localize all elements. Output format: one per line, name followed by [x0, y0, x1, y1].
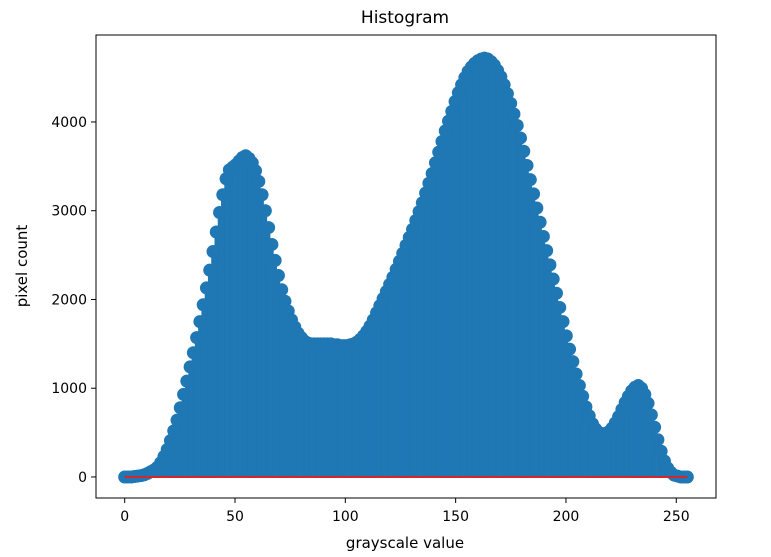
data-point-26 — [203, 263, 217, 277]
data-point-126 — [530, 201, 544, 215]
data-point-20 — [183, 360, 197, 374]
plot-frame — [95, 34, 717, 499]
data-point-22 — [190, 331, 204, 345]
y-axis-label: pixel count — [13, 225, 31, 308]
data-point-164 — [654, 444, 668, 458]
data-point-14 — [163, 434, 177, 448]
data-point-132 — [549, 286, 563, 300]
data-point-135 — [559, 329, 573, 343]
data-point-46 — [268, 253, 282, 267]
data-point-121 — [513, 131, 527, 145]
data-point-47 — [271, 269, 285, 283]
data-point-93 — [422, 176, 436, 190]
y-tick-label-1000: 1000 — [51, 381, 87, 397]
data-point-15 — [167, 424, 181, 438]
data-point-49 — [278, 294, 292, 308]
y-axis: 0 1000 2000 3000 4000 — [51, 115, 96, 486]
data-point-17 — [173, 401, 187, 415]
x-axis: 0 50 100 150 200 250 — [120, 498, 690, 525]
y-tick-label-4000: 4000 — [51, 115, 87, 131]
data-point-97 — [435, 134, 449, 148]
data-point-41 — [252, 174, 266, 188]
data-point-130 — [543, 258, 557, 272]
data-point-123 — [520, 158, 534, 172]
x-tick-label-0: 0 — [120, 509, 129, 525]
y-tick-label-0: 0 — [78, 470, 87, 486]
data-point-137 — [566, 355, 580, 369]
data-point-131 — [546, 272, 560, 286]
data-point-48 — [275, 283, 289, 297]
data-point-139 — [572, 379, 586, 393]
data-point-128 — [536, 229, 550, 243]
data-point-23 — [193, 315, 207, 329]
data-point-100 — [445, 104, 459, 118]
data-point-127 — [533, 215, 547, 229]
x-tick-label-100: 100 — [332, 509, 359, 525]
data-point-25 — [199, 281, 213, 295]
x-tick-label-150: 150 — [442, 509, 469, 525]
data-point-45 — [265, 237, 279, 251]
data-point-118 — [504, 96, 518, 110]
data-point-95 — [428, 156, 442, 170]
data-point-163 — [651, 433, 665, 447]
data-point-119 — [507, 107, 521, 121]
data-point-160 — [641, 396, 655, 410]
x-axis-label: grayscale value — [346, 534, 464, 552]
data-point-162 — [648, 420, 662, 434]
stem-markers — [118, 51, 694, 484]
data-point-91 — [415, 196, 429, 210]
y-tick-label-2000: 2000 — [51, 292, 87, 308]
data-point-134 — [556, 315, 570, 329]
x-tick-label-250: 250 — [663, 509, 690, 525]
data-point-96 — [432, 145, 446, 159]
data-point-21 — [186, 346, 200, 360]
chart-title: Histogram — [361, 8, 449, 28]
x-tick-label-200: 200 — [553, 509, 580, 525]
data-point-129 — [540, 244, 554, 258]
data-point-99 — [442, 114, 456, 128]
plot-area — [118, 51, 694, 484]
data-point-136 — [563, 342, 577, 356]
data-point-140 — [576, 389, 590, 403]
data-point-44 — [262, 221, 276, 235]
data-point-122 — [517, 144, 531, 158]
data-point-92 — [419, 186, 433, 200]
data-point-16 — [170, 413, 184, 427]
data-point-28 — [209, 225, 223, 239]
data-point-29 — [213, 205, 227, 219]
data-point-117 — [500, 87, 514, 101]
data-point-43 — [258, 204, 272, 218]
data-point-24 — [196, 298, 210, 312]
data-point-120 — [510, 119, 524, 133]
data-point-27 — [206, 245, 220, 259]
data-point-40 — [249, 164, 263, 178]
data-point-133 — [553, 300, 567, 314]
data-point-161 — [644, 408, 658, 422]
data-point-98 — [438, 124, 452, 138]
data-point-138 — [569, 367, 583, 381]
data-point-30 — [216, 188, 230, 202]
y-tick-label-3000: 3000 — [51, 204, 87, 220]
data-point-94 — [425, 166, 439, 180]
x-tick-label-50: 50 — [226, 509, 244, 525]
data-point-124 — [523, 173, 537, 187]
data-point-125 — [527, 187, 541, 201]
data-point-42 — [255, 188, 269, 202]
data-point-18 — [177, 387, 191, 401]
data-point-19 — [180, 374, 194, 388]
